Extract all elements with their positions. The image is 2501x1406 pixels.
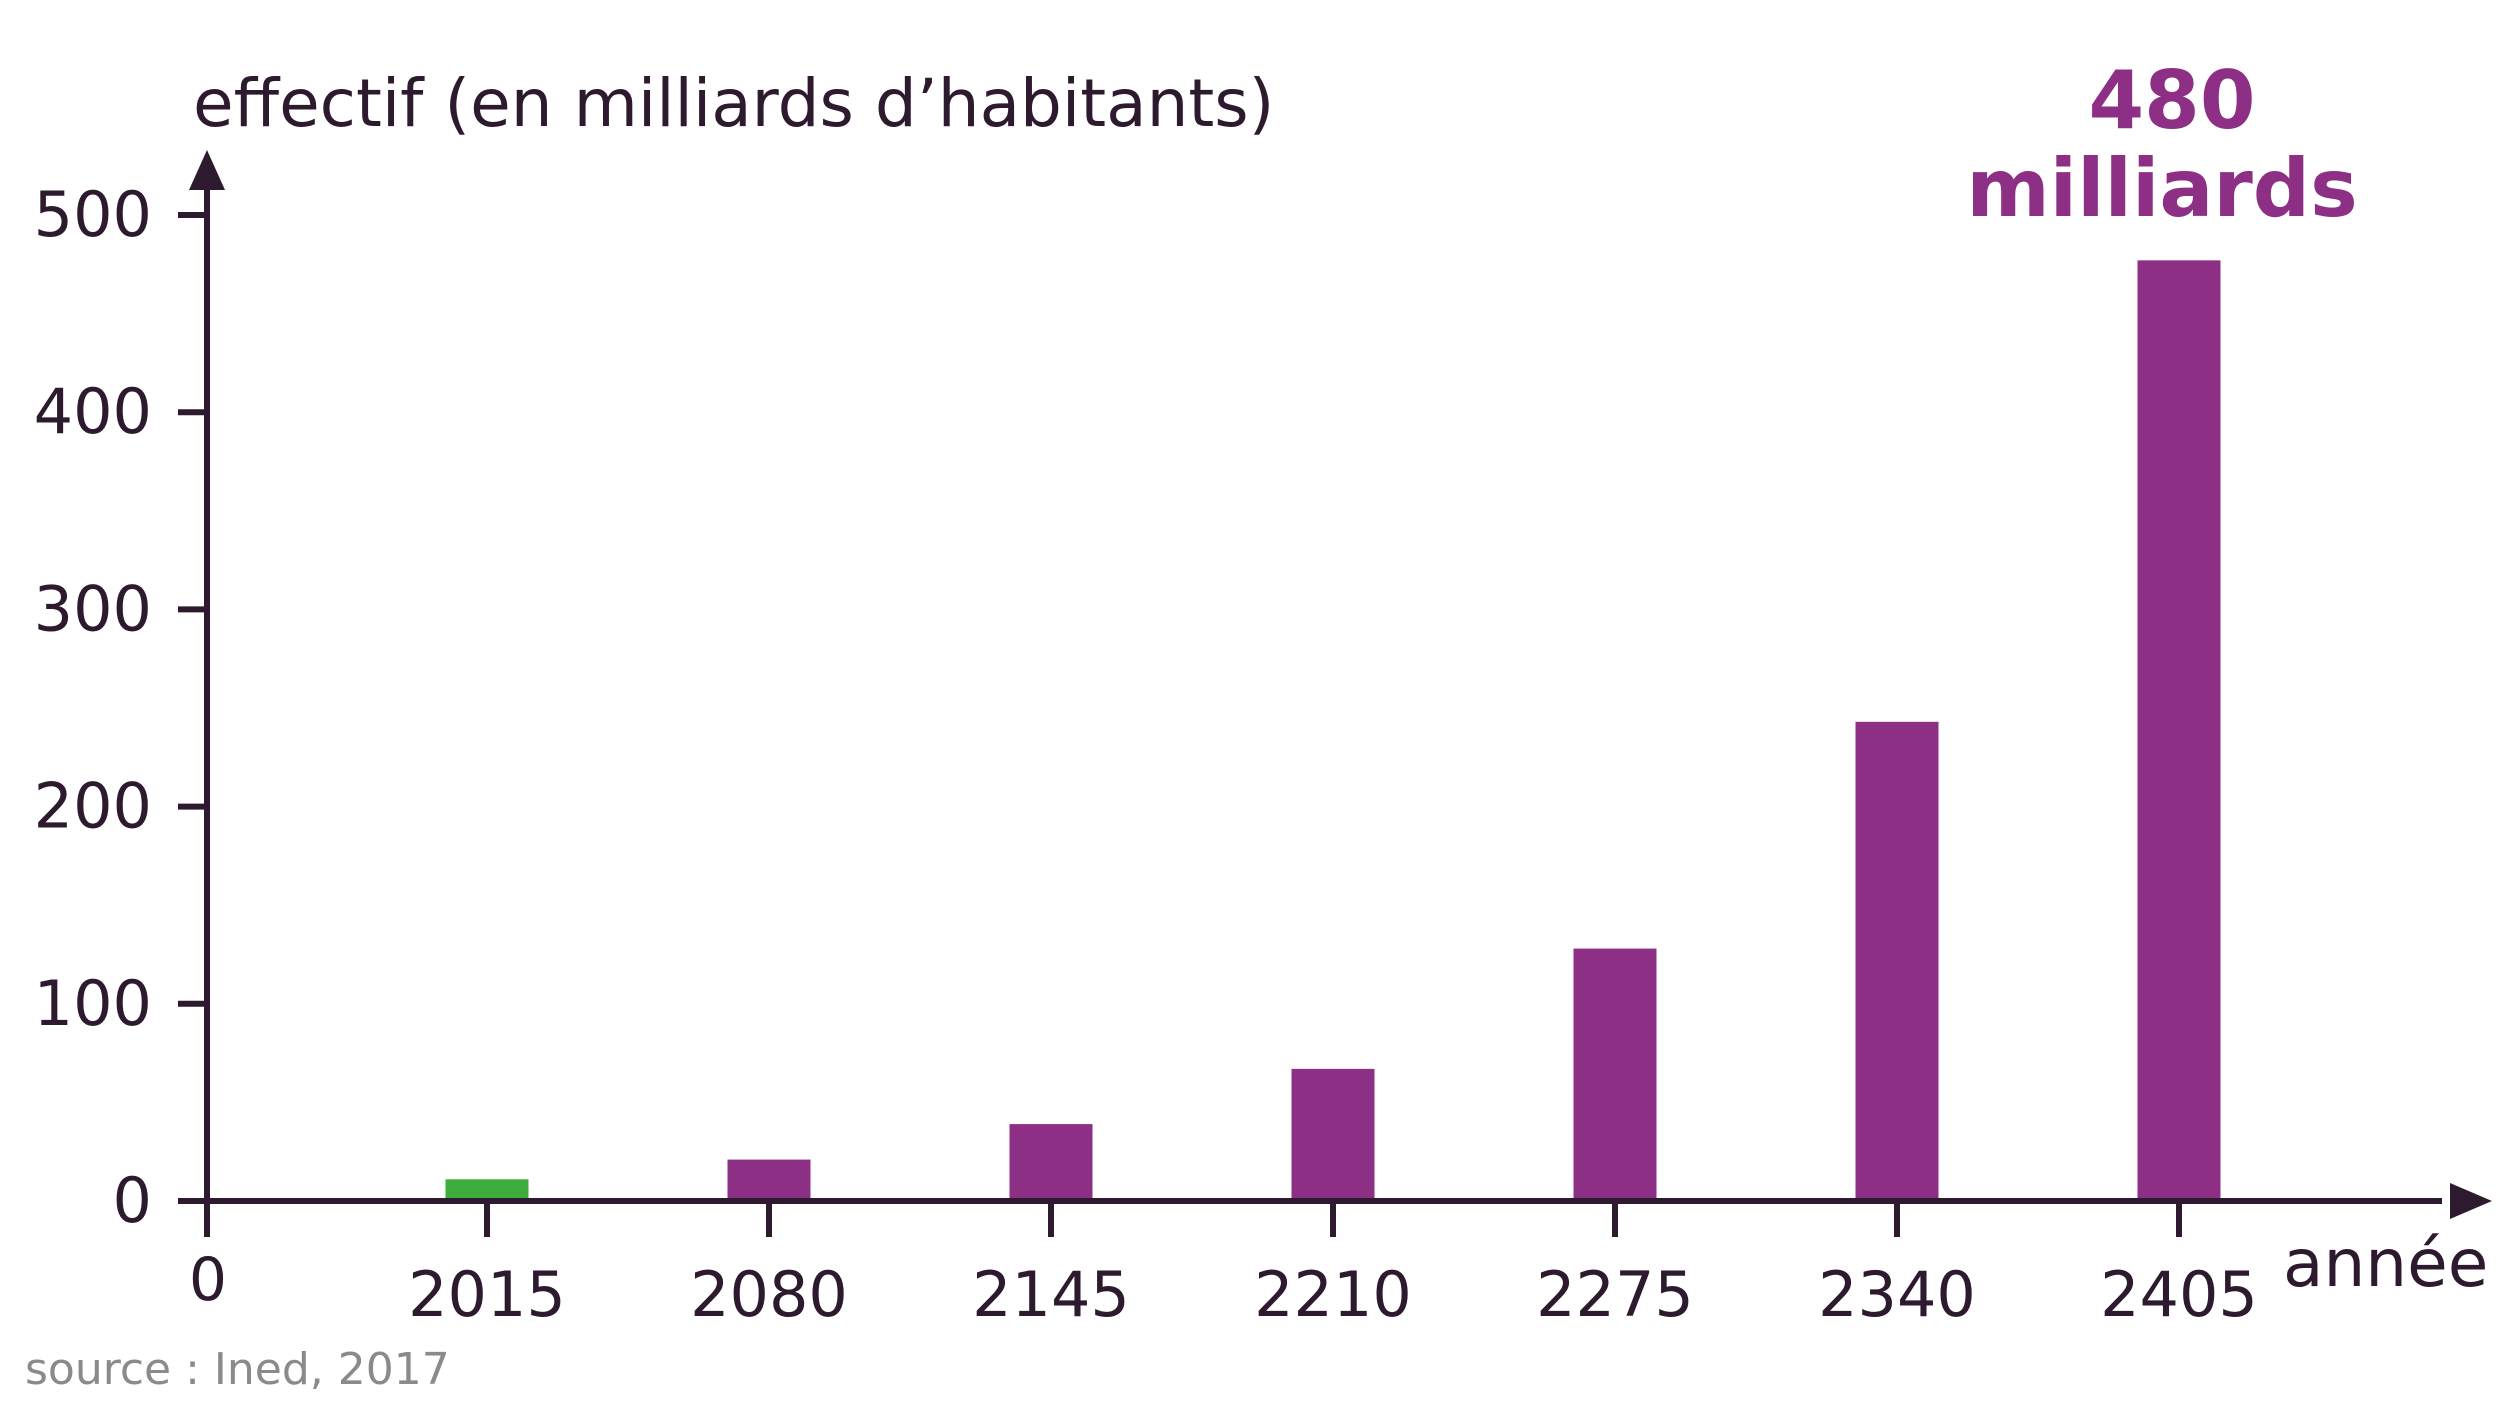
x-tick-label-2275: 2275 [1536, 1258, 1694, 1331]
y-tick-label-200: 200 [34, 770, 152, 843]
y-axis-title: effectif (en milliards d’habitants) [193, 65, 1274, 142]
highlight-annotation-unit: milliards [1966, 142, 2357, 235]
y-tick-label-0: 0 [113, 1164, 152, 1237]
y-tick-label-300: 300 [34, 572, 152, 645]
bar-2405 [2137, 260, 2221, 1202]
bar-2015 [445, 1179, 529, 1201]
y-axis-arrowhead [189, 150, 225, 190]
x-tick-label-2145: 2145 [972, 1258, 1130, 1331]
y-tick-label-500: 500 [34, 178, 152, 251]
y-tick-label-400: 400 [34, 375, 152, 448]
bar-2275 [1573, 948, 1657, 1201]
x-tick-label-2080: 2080 [690, 1258, 848, 1331]
x-tick-label-2405: 2405 [2100, 1258, 2258, 1331]
bar-2080 [727, 1159, 811, 1201]
x-axis-arrowhead [2450, 1183, 2492, 1219]
x-tick-label-2210: 2210 [1254, 1258, 1412, 1331]
highlight-annotation-value: 480 [2089, 54, 2256, 147]
x-tick-label-2340: 2340 [1818, 1258, 1976, 1331]
source-note: source : Ined, 2017 [25, 1344, 450, 1395]
bar-2145 [1009, 1124, 1093, 1201]
x-axis-title: année [2283, 1225, 2488, 1302]
bar-2210 [1291, 1068, 1375, 1201]
bar-2340 [1855, 721, 1939, 1201]
plot-area: 0 100 200 300 400 500 2015 2080 2145 2210 2275 2340… [34, 150, 2492, 1331]
origin-label: 0 [189, 1245, 227, 1315]
y-tick-label-100: 100 [34, 967, 152, 1040]
x-tick-label-2015: 2015 [408, 1258, 566, 1331]
